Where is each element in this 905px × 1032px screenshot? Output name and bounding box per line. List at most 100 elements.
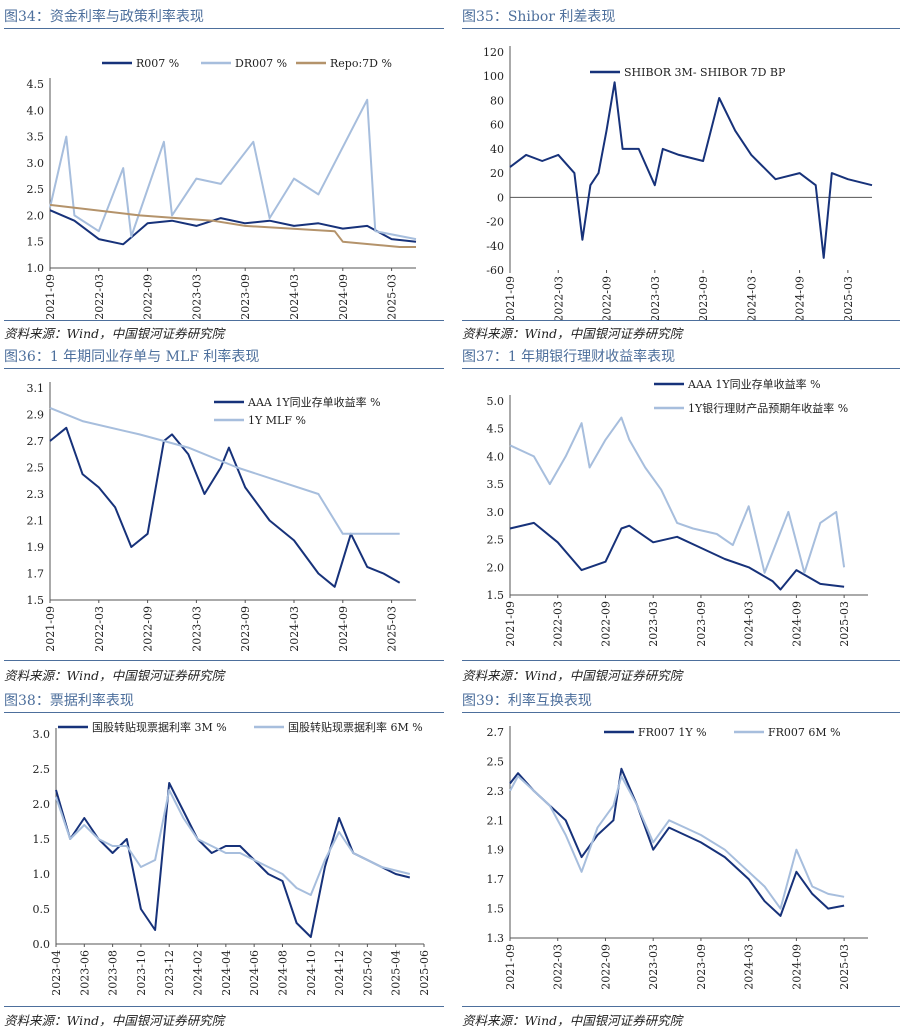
chart: 1.0 1.5 2.0 2.5 3.0 3.5 4.0 4.5 2021-09 2022-03 20… xyxy=(27,57,417,320)
y-tick-label: 0.0 xyxy=(33,938,51,951)
x-tick-label: 2024-09 xyxy=(790,601,803,647)
y-tick-label: 4.0 xyxy=(27,104,45,117)
series-line xyxy=(55,782,411,938)
title-rule xyxy=(462,368,900,369)
y-tick-label: 2.9 xyxy=(27,409,45,422)
x-tick-label: 2024-09 xyxy=(337,274,350,320)
chart: 0.0 0.5 1.0 1.5 2.0 2.5 3.0 2023-04 2023-06 2023-… xyxy=(33,720,432,996)
source-rule xyxy=(4,1006,444,1007)
series-line xyxy=(49,209,417,246)
source-note: 资料来源：Wind，中国银河证券研究院 xyxy=(4,668,225,683)
panel-title: 图39：利率互换表现 xyxy=(462,693,592,709)
x-tick-label: 2022-03 xyxy=(93,606,106,652)
x-tick-label: 2023-09 xyxy=(695,601,708,647)
source-rule xyxy=(462,660,900,661)
legend-label: 1Y MLF % xyxy=(248,414,306,427)
legend-label: Repo:7D % xyxy=(330,57,392,70)
x-tick-label: 2023-10 xyxy=(135,950,148,996)
y-tick-label: 2.0 xyxy=(487,561,505,574)
x-tick-label: 2025-04 xyxy=(390,950,403,996)
x-tick-label: 2022-03 xyxy=(93,274,106,320)
source-note: 资料来源：Wind，中国银河证券研究院 xyxy=(462,326,683,341)
source-rule xyxy=(4,660,444,661)
y-tick-label: 3.1 xyxy=(27,382,45,395)
x-tick-label: 2023-09 xyxy=(695,944,708,990)
panel-title: 图38：票据利率表现 xyxy=(4,693,134,709)
y-tick-label: 1.5 xyxy=(33,833,51,846)
source-note: 资料来源：Wind，中国银河证券研究院 xyxy=(462,1013,683,1028)
panel-title: 图36：1 年期同业存单与 MLF 利率表现 xyxy=(4,349,260,365)
y-tick-label: 5.0 xyxy=(487,395,505,408)
title-rule xyxy=(4,28,444,29)
y-tick-label: 3.0 xyxy=(487,506,505,519)
x-tick-label: 2022-03 xyxy=(552,601,565,647)
x-tick-label: 2024-12 xyxy=(333,950,346,996)
x-tick-label: 2025-03 xyxy=(386,606,399,652)
x-tick-label: 2021-09 xyxy=(504,276,517,322)
x-tick-label: 2024-03 xyxy=(745,276,758,322)
legend-label: AAA 1Y同业存单收益率 % xyxy=(247,395,381,409)
y-tick-label: 60 xyxy=(490,119,504,132)
x-tick-label: 2024-09 xyxy=(790,944,803,990)
y-tick-label: -40 xyxy=(486,240,504,253)
y-tick-label: 40 xyxy=(490,143,504,156)
x-tick-label: 2023-04 xyxy=(50,950,63,996)
series-line xyxy=(509,767,845,917)
legend-label: SHIBOR 3M- SHIBOR 7D BP xyxy=(624,66,786,79)
series-line xyxy=(49,98,417,241)
x-tick-label: 2025-06 xyxy=(418,950,431,996)
panel-ncd-mlf: 图36：1 年期同业存单与 MLF 利率表现 1.5 1.7 1.9 2.1 2.3 2.… xyxy=(4,346,446,683)
series-line xyxy=(509,775,845,910)
x-tick-label: 2024-06 xyxy=(248,950,261,996)
x-tick-label: 2023-03 xyxy=(647,601,660,647)
title-rule xyxy=(462,712,900,713)
x-tick-label: 2021-09 xyxy=(44,606,57,652)
legend-label: R007 % xyxy=(136,57,179,70)
x-tick-label: 2021-09 xyxy=(504,601,517,647)
x-tick-label: 2023-09 xyxy=(697,276,710,322)
y-tick-label: 4.5 xyxy=(27,78,45,91)
y-tick-label: 2.5 xyxy=(487,534,505,547)
panel-fund-rates: 图34：资金利率与政策利率表现 1.0 1.5 2.0 2.5 3.0 3.5 4.0 4.5… xyxy=(4,6,446,341)
source-rule xyxy=(4,320,444,321)
title-rule xyxy=(4,368,444,369)
x-tick-label: 2022-03 xyxy=(552,276,565,322)
y-tick-label: 2.3 xyxy=(27,488,45,501)
legend-label: 1Y银行理财产品预期年收益率 % xyxy=(688,401,848,415)
x-tick-label: 2023-03 xyxy=(190,606,203,652)
x-tick-label: 2023-09 xyxy=(239,606,252,652)
x-tick-label: 2023-03 xyxy=(647,944,660,990)
x-tick-label: 2024-09 xyxy=(337,606,350,652)
x-tick-label: 2024-04 xyxy=(220,950,233,996)
panel-shibor-spread: 图35：Shibor 利差表现 -60 -40 -20 0 20 40 60 80 100 120… xyxy=(462,6,904,341)
x-tick-label: 2025-03 xyxy=(838,601,851,647)
y-tick-label: 1.0 xyxy=(33,868,51,881)
y-tick-label: 2.0 xyxy=(33,798,51,811)
y-tick-label: 2.5 xyxy=(27,183,45,196)
y-tick-label: 0 xyxy=(497,191,504,204)
y-tick-label: 2.1 xyxy=(27,515,45,528)
y-tick-label: 2.1 xyxy=(487,814,505,827)
y-tick-label: 2.7 xyxy=(487,726,505,739)
y-tick-label: 1.7 xyxy=(487,873,505,886)
y-tick-label: 4.0 xyxy=(487,450,505,463)
x-tick-label: 2023-12 xyxy=(163,950,176,996)
y-tick-label: 20 xyxy=(490,167,504,180)
x-tick-label: 2022-09 xyxy=(599,944,612,990)
title-rule xyxy=(4,712,444,713)
x-tick-label: 2024-02 xyxy=(192,950,205,996)
y-tick-label: 80 xyxy=(490,94,504,107)
panel-title: 图34：资金利率与政策利率表现 xyxy=(4,9,204,25)
x-tick-label: 2024-09 xyxy=(794,276,807,322)
y-tick-label: 3.5 xyxy=(27,131,45,144)
y-tick-label: 3.0 xyxy=(33,728,51,741)
panel-title: 图37：1 年期银行理财收益率表现 xyxy=(462,349,676,365)
x-tick-label: 2023-03 xyxy=(649,276,662,322)
panel-wealth-yield: 图37：1 年期银行理财收益率表现 1.5 2.0 2.5 3.0 3.5 4.0 4.5 5… xyxy=(462,346,904,683)
y-tick-label: 1.9 xyxy=(487,844,505,857)
legend-label: DR007 % xyxy=(235,57,287,70)
x-tick-label: 2022-03 xyxy=(552,944,565,990)
y-tick-label: -20 xyxy=(486,216,504,229)
y-tick-label: -60 xyxy=(486,264,504,277)
y-tick-label: 2.0 xyxy=(27,209,45,222)
